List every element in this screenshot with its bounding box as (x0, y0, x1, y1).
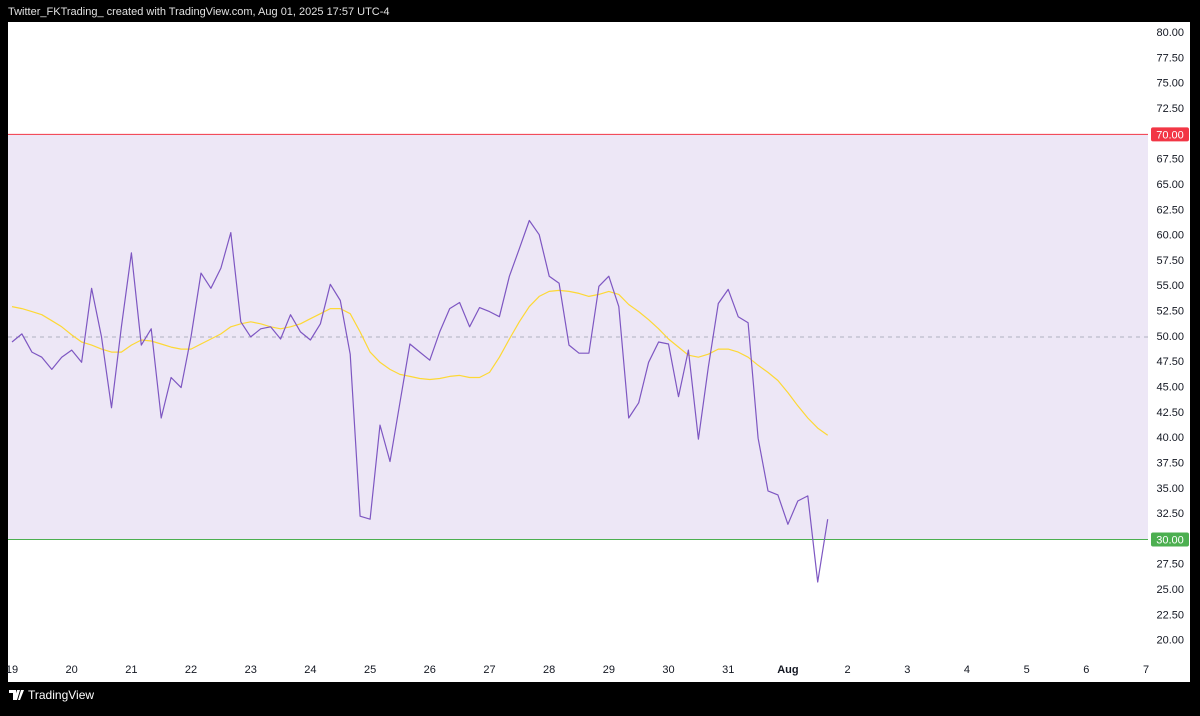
y-tick-label: 50.00 (1156, 331, 1184, 343)
series-line (11, 289, 829, 436)
y-tick-label: 20.00 (1156, 635, 1184, 647)
x-tick-label: 30 (662, 664, 674, 676)
x-tick-label: 28 (543, 664, 555, 676)
x-tick-label: Aug (777, 664, 798, 676)
x-tick-label: 3 (904, 664, 910, 676)
x-tick-label: 26 (424, 664, 436, 676)
y-tick-label: 72.50 (1156, 103, 1184, 115)
y-tick-label: 77.50 (1156, 52, 1184, 64)
x-tick-label: 6 (1083, 664, 1089, 676)
tv-logo (9, 690, 24, 700)
y-tick-label: 37.50 (1156, 457, 1184, 469)
x-tick-label: 19 (6, 664, 18, 676)
y-tick-label: 52.50 (1156, 306, 1184, 318)
band-label: 30.00 (1156, 534, 1184, 546)
y-tick-label: 57.50 (1156, 255, 1184, 267)
x-tick-label: 29 (603, 664, 615, 676)
y-tick-label: 22.50 (1156, 609, 1184, 621)
y-tick-label: 32.50 (1156, 508, 1184, 520)
x-tick-label: 5 (1024, 664, 1030, 676)
x-tick-label: 27 (483, 664, 495, 676)
x-tick-label: 25 (364, 664, 376, 676)
y-tick-label: 45.00 (1156, 381, 1184, 393)
series-line (11, 219, 829, 583)
y-tick-label: 42.50 (1156, 407, 1184, 419)
y-tick-label: 62.50 (1156, 204, 1184, 216)
x-tick-label: 24 (304, 664, 316, 676)
band-label-bg (1151, 127, 1189, 142)
y-tick-label: 67.50 (1156, 154, 1184, 166)
x-tick-label: 22 (185, 664, 197, 676)
y-tick-label: 25.00 (1156, 584, 1184, 596)
y-tick-label: 27.50 (1156, 559, 1184, 571)
y-tick-label: 35.00 (1156, 483, 1184, 495)
y-tick-label: 75.00 (1156, 78, 1184, 90)
x-tick-label: 21 (125, 664, 137, 676)
footer: TradingView (28, 688, 94, 702)
header: Twitter_FKTrading_ created with TradingV… (8, 6, 390, 18)
x-tick-label: 23 (245, 664, 257, 676)
y-tick-label: 40.00 (1156, 432, 1184, 444)
x-tick-label: 7 (1143, 664, 1149, 676)
x-tick-label: 2 (845, 664, 851, 676)
y-tick-label: 47.50 (1156, 356, 1184, 368)
band-label-bg (1151, 532, 1189, 547)
y-tick-label: 55.00 (1156, 280, 1184, 292)
x-tick-label: 4 (964, 664, 970, 676)
y-tick-label: 60.00 (1156, 230, 1184, 242)
x-tick-label: 31 (722, 664, 734, 676)
y-tick-label: 80.00 (1156, 27, 1184, 39)
x-tick-label: 20 (66, 664, 78, 676)
band-label: 70.00 (1156, 129, 1184, 141)
y-tick-label: 65.00 (1156, 179, 1184, 191)
